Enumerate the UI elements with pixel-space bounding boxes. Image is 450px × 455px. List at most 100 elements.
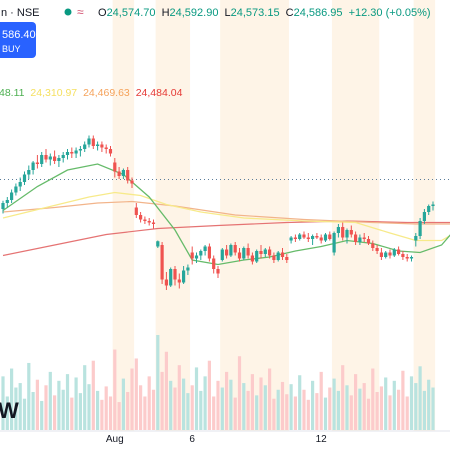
candle-body	[285, 257, 289, 260]
candle-body	[229, 245, 233, 256]
ohlc-readout: O24,574.70 H24,592.90 L24,573.15 C24,586…	[98, 7, 431, 19]
volume-bar	[130, 368, 134, 430]
candle-body	[35, 162, 39, 164]
candle-body	[182, 270, 186, 283]
buy-price[interactable]: 586.40	[2, 29, 36, 41]
candle-body	[422, 212, 426, 221]
candle-body	[65, 152, 70, 155]
volume-bar	[96, 390, 100, 430]
candle-body	[74, 150, 78, 154]
candle-body	[418, 221, 422, 236]
candle-body	[375, 248, 379, 251]
candle-body	[341, 227, 345, 238]
volume-bar	[354, 374, 358, 430]
candle-body	[319, 237, 323, 241]
candle-body	[233, 245, 237, 253]
candle-body	[18, 182, 22, 187]
volume-bar	[14, 387, 18, 430]
candle-body	[10, 192, 14, 200]
volume-bar	[126, 392, 130, 430]
volume-bar	[409, 376, 414, 430]
volume-bar	[194, 367, 199, 430]
candle-body	[134, 207, 138, 215]
volume-bar	[27, 362, 31, 430]
volume-bar	[272, 398, 276, 430]
candle-body	[78, 149, 82, 151]
candle-body	[117, 171, 121, 176]
wave-icon[interactable]: ≈	[77, 5, 84, 19]
candle-body	[147, 221, 151, 223]
ma-line-orange	[2, 200, 450, 225]
volume-bar	[186, 393, 190, 430]
candle-body	[276, 252, 280, 260]
volume-bar	[246, 390, 250, 430]
volume-bar	[104, 386, 108, 430]
volume-bar	[306, 399, 310, 430]
volume-bar	[203, 376, 207, 430]
candle-body	[414, 236, 418, 241]
ma-line-yellow	[2, 191, 450, 242]
buy-button-box[interactable]	[0, 22, 36, 58]
volume-bar	[70, 397, 74, 430]
volume-bar	[384, 377, 388, 430]
volume-bar	[177, 365, 181, 430]
candle-body	[225, 249, 229, 256]
x-tick-label: 12	[316, 434, 328, 445]
volume-bar	[1, 376, 5, 430]
volume-bar	[220, 387, 224, 430]
volume-bar	[182, 378, 186, 430]
candle-body	[143, 219, 147, 221]
ma-value-3: 24,469.63	[83, 87, 130, 99]
candle-body	[121, 170, 125, 176]
volume-bar	[121, 378, 125, 430]
candle-body	[315, 236, 319, 238]
candle-body	[242, 248, 246, 259]
volume-bar	[113, 349, 117, 430]
buy-label[interactable]: BUY	[2, 44, 21, 54]
candle-body	[1, 203, 5, 209]
candle-body	[83, 144, 87, 149]
volume-bar	[18, 383, 22, 430]
volume-bar	[341, 365, 345, 430]
volume-bar	[169, 380, 173, 430]
volume-bar	[199, 390, 203, 430]
volume-bar	[250, 374, 254, 430]
candle-body	[44, 155, 48, 160]
volume-bar	[414, 383, 418, 430]
volume-bar	[57, 380, 61, 430]
x-tick-label: Aug	[106, 434, 124, 445]
volume-bar	[139, 385, 143, 430]
candle-body	[207, 246, 211, 259]
volume-bar	[74, 377, 78, 430]
volume-bar	[323, 397, 328, 430]
volume-bar	[229, 379, 233, 430]
volume-bar	[358, 388, 362, 430]
candle-body	[392, 249, 396, 256]
candle-body	[332, 233, 336, 253]
buy-button[interactable]: 586.40 BUY	[0, 22, 36, 58]
volume-bar	[233, 397, 237, 430]
volume-bar	[143, 396, 147, 430]
volume-bar	[212, 396, 216, 430]
volume-bar	[401, 370, 405, 430]
volume-bar	[431, 387, 435, 430]
symbol-exchange[interactable]: n · NSE	[1, 7, 40, 19]
volume-bar	[151, 389, 156, 430]
volume-bar	[10, 368, 14, 430]
volume-bar	[298, 375, 302, 430]
candle-body	[384, 252, 388, 257]
candle-body	[289, 237, 293, 241]
volume-bar	[285, 394, 289, 430]
volume-bar	[61, 389, 65, 430]
volume-bar	[345, 385, 349, 430]
candle-body	[14, 186, 18, 193]
volume-bar	[53, 395, 57, 430]
symbol-header: n · NSE ≈ O24,574.70 H24,592.90 L24,573.…	[1, 5, 431, 19]
candle-body	[431, 204, 435, 206]
volume-bar	[349, 395, 353, 430]
volume-bar	[100, 399, 104, 430]
volume-bar	[302, 389, 306, 430]
candle-body	[388, 252, 392, 256]
